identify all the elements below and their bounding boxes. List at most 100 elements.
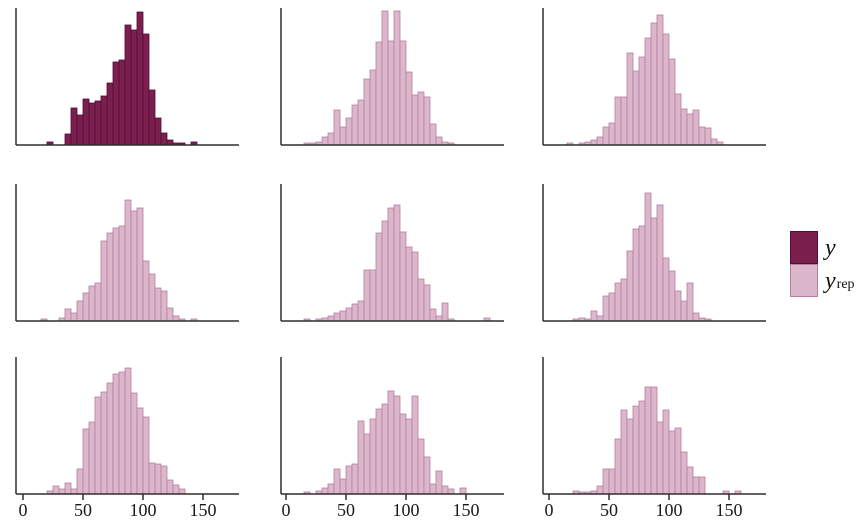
histogram-bar-r2c2 [656,421,664,495]
legend: y y rep [790,231,855,297]
histogram-bar-r2c1 [459,487,467,495]
histogram-bar-r0c0 [76,114,84,146]
histogram-bar-r2c2 [650,386,658,495]
histogram-bar-r2c1 [393,395,401,495]
histogram-bar-r0c1 [405,71,413,146]
histogram-bar-r1c0 [124,199,132,322]
histogram-bar-r1c2 [668,270,676,322]
histogram-bar-r0c0 [136,11,144,146]
histogram-bar-r0c2 [662,33,670,146]
legend-labels: y y rep [825,231,855,297]
histogram-bar-r0c2 [680,108,688,146]
histogram-bar-r1c1 [363,269,371,322]
histogram-bar-r2c0 [76,468,84,495]
histogram-bar-r1c1 [333,312,341,322]
histogram-bar-r2c0 [172,484,180,495]
legend-label-yrep-subscript: rep [836,276,855,292]
histogram-bar-r0c0 [106,82,114,146]
histogram-bar-r1c1 [411,251,419,322]
histogram-bar-r1c0 [82,292,90,322]
histogram-bar-r0c1 [423,96,431,146]
histogram-bar-r1c1 [417,278,425,322]
histogram-bar-r0c0 [124,24,132,146]
histogram-bar-r0c2 [704,127,712,146]
histogram-bar-r1c0 [94,282,102,322]
histogram-bar-r1c0 [64,308,72,322]
histogram-bar-r2c2 [596,485,604,495]
histogram-bar-r0c1 [369,69,377,146]
legend-label-y: y [825,231,855,264]
histogram-bar-r0c0 [94,100,102,146]
legend-swatches [790,231,818,297]
histogram-bar-r1c0 [130,210,138,322]
histogram-bar-r1c0 [100,240,108,322]
histogram-bar-r0c2 [596,136,604,146]
histogram-bar-r0c1 [399,40,407,146]
histogram-bar-r1c0 [88,285,96,322]
histogram-bar-r0c2 [710,138,718,146]
histogram-bar-r2c0 [82,428,90,495]
x-tick-label-c0-50: 50 [74,500,92,520]
histogram-bar-r1c0 [160,290,168,322]
histogram-bar-r2c0 [64,482,72,495]
histogram-bar-r1c0 [118,225,126,322]
histogram-bar-r0c2 [602,126,610,146]
histogram-bar-r2c0 [118,371,126,495]
histogram-bar-r2c0 [52,485,60,495]
x-tick-label-c1-0: 0 [282,500,291,520]
histogram-bar-r2c2 [692,476,700,495]
histogram-bar-r2c0 [154,463,162,495]
histogram-bar-r1c1 [387,207,395,322]
histogram-bar-r1c1 [375,232,383,322]
histogram-bar-r2c1 [405,418,413,495]
histogram-bar-r1c2 [638,225,646,322]
legend-swatch-yrep [790,264,818,297]
histogram-bar-r0c2 [674,93,682,146]
histogram-bar-r1c1 [441,302,449,322]
histogram-bar-r1c0 [112,227,120,322]
histogram-bar-r2c1 [375,408,383,495]
x-tick-label-c2-0: 0 [545,500,554,520]
histogram-bar-r1c1 [357,300,365,322]
histogram-bar-r2c2 [680,451,688,495]
histogram-bar-r0c1 [333,109,341,146]
histogram-bar-r1c1 [351,303,359,322]
histogram-bar-r2c1 [381,403,389,495]
histogram-bar-r2c0 [124,367,132,495]
histogram-bar-r0c2 [656,14,664,146]
histogram-bar-r0c2 [692,109,700,146]
histogram-bar-r0c0 [82,98,90,146]
histogram-bar-r1c2 [692,312,700,322]
histogram-bar-r2c0 [136,407,144,495]
histogram-bar-r1c2 [608,292,616,322]
histogram-bar-r2c1 [387,390,395,495]
histogram-bar-r0c1 [351,104,359,146]
histogram-bar-r2c0 [166,479,174,495]
histogram-bar-r0c1 [363,78,371,146]
histogram-bar-r2c2 [602,468,610,495]
histogram-bar-r0c2 [626,52,634,146]
histogram-bar-r1c0 [106,232,114,322]
histogram-bar-r2c0 [160,465,168,495]
histogram-bar-r0c1 [435,136,443,146]
histogram-bar-r1c1 [429,308,437,322]
histogram-bar-r2c2 [608,468,616,495]
histogram-bar-r0c2 [668,58,676,146]
histogram-bar-r1c1 [339,310,347,322]
histogram-bar-r1c1 [399,231,407,322]
histogram-bar-r0c1 [357,99,365,146]
histogram-bar-r0c1 [327,132,335,146]
x-tick-label-c0-100: 100 [130,500,157,520]
histogram-bar-r0c0 [118,59,126,146]
histogram-bar-r1c1 [369,269,377,322]
histogram-bar-r0c1 [375,41,383,146]
histogram-bar-r2c1 [357,420,365,495]
histogram-bar-r2c2 [686,466,694,495]
histogram-bar-r0c0 [100,95,108,146]
x-tick-label-c1-100: 100 [393,500,420,520]
histogram-bar-r1c0 [70,312,78,322]
histogram-bar-r2c0 [130,392,138,495]
histogram-bar-r0c2 [620,96,628,146]
histogram-bar-r2c1 [351,463,359,495]
